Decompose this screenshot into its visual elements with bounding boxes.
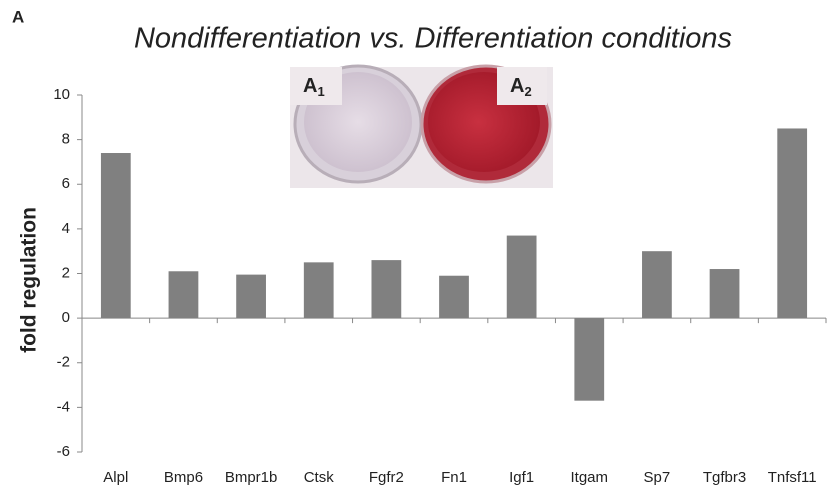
x-tick-label: Tnfsf11 bbox=[768, 469, 817, 486]
bar bbox=[574, 318, 604, 401]
panel-label: A bbox=[12, 7, 24, 26]
y-tick-label: -6 bbox=[57, 443, 70, 460]
bar bbox=[169, 271, 199, 318]
bar bbox=[710, 269, 740, 318]
x-tick-label: Itgam bbox=[571, 469, 609, 486]
y-tick-label: 4 bbox=[62, 220, 70, 237]
x-tick-label: Alpl bbox=[103, 469, 128, 486]
bar bbox=[304, 262, 334, 318]
bar bbox=[371, 260, 401, 318]
bar bbox=[642, 251, 672, 318]
x-tick-label: Tgfbr3 bbox=[703, 469, 746, 486]
y-axis-label: fold regulation bbox=[18, 207, 41, 353]
bar bbox=[101, 153, 131, 318]
y-tick-label: 2 bbox=[62, 264, 70, 281]
y-tick-label: 6 bbox=[62, 175, 70, 192]
x-tick-label: Sp7 bbox=[644, 469, 671, 486]
x-tick-label: Igf1 bbox=[509, 469, 534, 486]
chart: A Nondifferentiation vs. Differentiation… bbox=[0, 0, 830, 490]
y-tick-label: -4 bbox=[57, 398, 70, 415]
x-tick-label: Bmpr1b bbox=[225, 469, 278, 486]
x-tick-label: Fgfr2 bbox=[369, 469, 404, 486]
y-tick-label: 8 bbox=[62, 131, 70, 148]
y-tick-label: 10 bbox=[53, 86, 70, 103]
x-tick-label: Ctsk bbox=[304, 469, 335, 486]
x-tick-label: Bmp6 bbox=[164, 469, 203, 486]
bar bbox=[507, 236, 537, 319]
y-tick-label: 0 bbox=[62, 309, 70, 326]
x-tick-label: Fn1 bbox=[441, 469, 467, 486]
bar bbox=[777, 128, 807, 318]
bar bbox=[236, 275, 266, 319]
chart-title: Nondifferentiation vs. Differentiation c… bbox=[134, 23, 732, 55]
bar bbox=[439, 276, 469, 318]
y-tick-label: -2 bbox=[57, 354, 70, 371]
